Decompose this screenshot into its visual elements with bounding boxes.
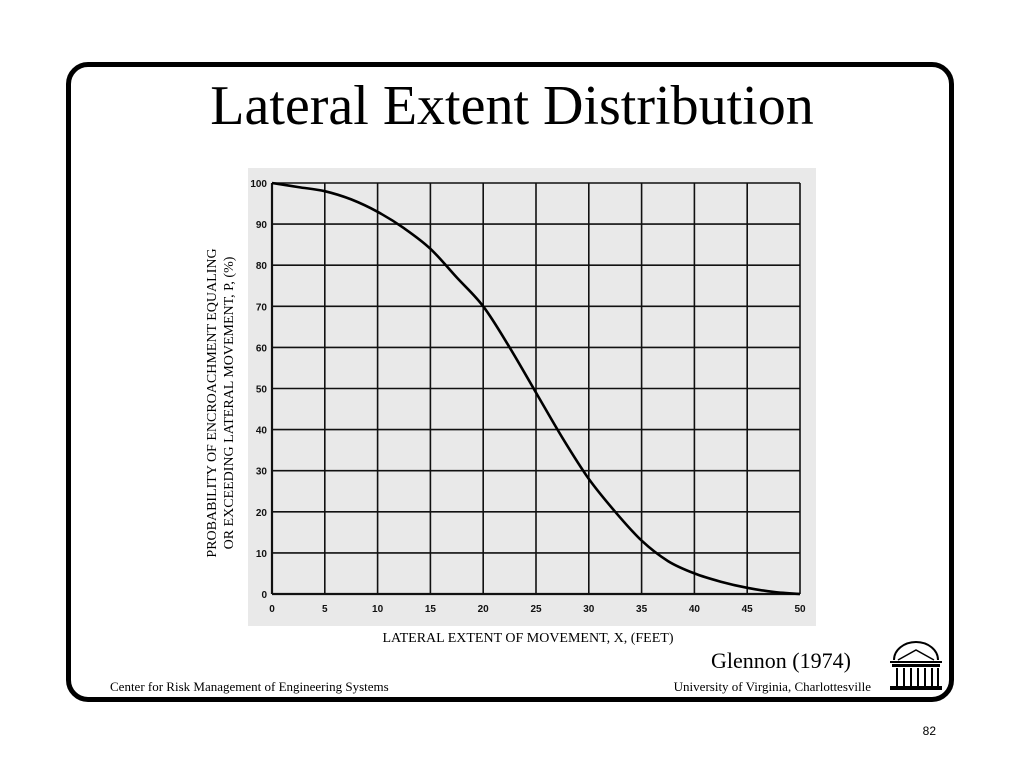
- y-tick-label: 80: [256, 261, 268, 272]
- y-tick-label: 30: [256, 467, 268, 478]
- x-tick-label: 35: [636, 604, 648, 615]
- source-credit: Glennon (1974): [711, 648, 851, 673]
- y-axis-label-line-1: PROBABILITY OF ENCROACHMENT EQUALING: [205, 248, 220, 558]
- y-tick-label: 90: [256, 220, 268, 231]
- y-tick-label: 20: [256, 508, 268, 519]
- x-tick-label: 15: [425, 604, 437, 615]
- probability-curve: [271, 181, 801, 596]
- y-tick-label: 100: [250, 179, 267, 190]
- y-tick-label: 0: [261, 590, 267, 601]
- y-axis-label-line-2: OR EXCEEDING LATERAL MOVEMENT, P, (%): [222, 256, 237, 550]
- y-tick-label: 60: [256, 343, 268, 354]
- y-axis-label: PROBABILITY OF ENCROACHMENT EQUALING OR …: [204, 203, 238, 603]
- chart-background: [248, 168, 816, 626]
- x-tick-label: 20: [478, 604, 490, 615]
- y-tick-label: 70: [256, 302, 268, 313]
- y-tick-label: 50: [256, 385, 268, 396]
- x-tick-label: 10: [372, 604, 384, 615]
- x-tick-label: 45: [742, 604, 754, 615]
- x-tick-label: 5: [322, 604, 328, 615]
- footer-university: University of Virginia, Charlottesville: [673, 679, 871, 694]
- slide-frame: [66, 62, 954, 702]
- y-tick-label: 10: [256, 549, 268, 560]
- x-tick-label: 50: [794, 604, 806, 615]
- x-tick-label: 0: [269, 604, 275, 615]
- y-tick-label: 40: [256, 426, 268, 437]
- rotunda-icon: [890, 641, 942, 690]
- x-tick-label: 40: [689, 604, 701, 615]
- x-axis-label: LATERAL EXTENT OF MOVEMENT, X, (FEET): [382, 631, 674, 646]
- x-tick-label: 25: [530, 604, 542, 615]
- page-number: 82: [922, 724, 936, 738]
- x-tick-label: 30: [583, 604, 595, 615]
- lateral-extent-chart: 0 10 20 30 40 50 60 70 80 90 100 0 5 10 15 20 25 30 35 40 4…: [250, 179, 806, 615]
- slide-title: Lateral Extent Distribution: [210, 75, 814, 137]
- footer-organization: Center for Risk Management of Engineerin…: [110, 679, 389, 694]
